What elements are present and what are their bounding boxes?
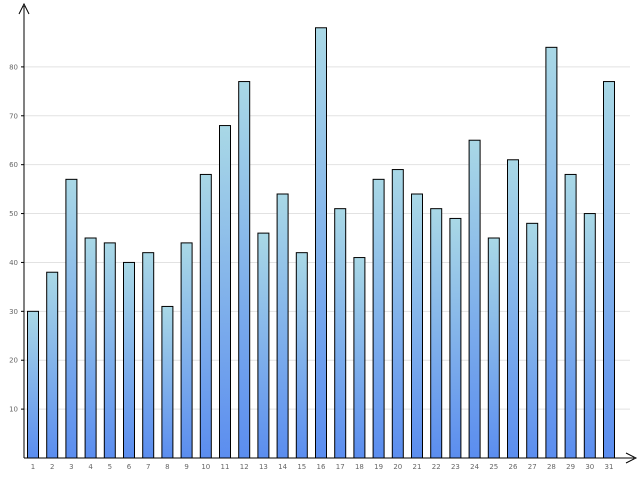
y-tick-labels: 10 20 30 40 50 60 70 80 bbox=[9, 63, 18, 413]
x-tick-label-12: 12 bbox=[240, 463, 249, 471]
x-tick-label-24: 24 bbox=[470, 463, 479, 471]
bar-13 bbox=[257, 232, 270, 459]
x-tick-label-6: 6 bbox=[127, 463, 132, 471]
x-tick-label-1: 1 bbox=[31, 463, 35, 471]
y-axis-arrow-icon bbox=[18, 2, 30, 15]
bar-31 bbox=[603, 81, 615, 459]
x-tick-label-20: 20 bbox=[393, 463, 402, 471]
x-tick-label-15: 15 bbox=[297, 463, 306, 471]
x-tick-labels: 1 2 3 4 5 6 7 8 9 10 11 12 13 14 15 16 17 18 19 20 21 22 23 24 2… bbox=[31, 463, 614, 471]
x-tick-label-3: 3 bbox=[69, 463, 73, 471]
y-tick-label-80: 80 bbox=[9, 63, 18, 71]
x-tick-label-30: 30 bbox=[585, 463, 594, 471]
bar-9 bbox=[180, 242, 193, 459]
x-tick-label-18: 18 bbox=[355, 463, 364, 471]
bar-18 bbox=[353, 257, 366, 459]
x-tick-label-10: 10 bbox=[201, 463, 210, 471]
bars bbox=[27, 27, 615, 459]
x-tick-label-9: 9 bbox=[184, 463, 188, 471]
x-tick-label-31: 31 bbox=[605, 463, 614, 471]
bar-19 bbox=[372, 178, 385, 459]
bar-5 bbox=[103, 242, 116, 459]
bar-23 bbox=[449, 217, 462, 459]
x-tick-label-23: 23 bbox=[451, 463, 460, 471]
bar-7 bbox=[142, 252, 155, 459]
bar-2 bbox=[46, 271, 59, 459]
bar-26 bbox=[507, 159, 519, 459]
y-tick-label-30: 30 bbox=[9, 308, 18, 316]
x-tick-label-7: 7 bbox=[146, 463, 150, 471]
bar-10 bbox=[199, 173, 212, 459]
x-tick-label-16: 16 bbox=[317, 463, 326, 471]
axes bbox=[18, 2, 638, 464]
bar-21 bbox=[411, 193, 423, 459]
x-tick-label-22: 22 bbox=[432, 463, 441, 471]
x-tick-label-2: 2 bbox=[50, 463, 54, 471]
y-tick-label-50: 50 bbox=[9, 210, 18, 218]
bar-16 bbox=[315, 27, 327, 459]
bar-15 bbox=[295, 252, 308, 459]
x-tick-label-26: 26 bbox=[509, 463, 518, 471]
bar-28 bbox=[545, 46, 558, 459]
bar-24 bbox=[468, 139, 481, 459]
x-axis-arrow-icon bbox=[625, 452, 638, 464]
x-tick-label-5: 5 bbox=[108, 463, 112, 471]
y-tick-label-10: 10 bbox=[9, 406, 18, 414]
x-tick-label-14: 14 bbox=[278, 463, 287, 471]
bar-8 bbox=[161, 305, 174, 459]
bar-17 bbox=[334, 208, 347, 459]
x-tick-label-11: 11 bbox=[221, 463, 230, 471]
bar-14 bbox=[276, 193, 289, 459]
bar-11 bbox=[219, 125, 231, 459]
y-tick-label-40: 40 bbox=[9, 259, 18, 267]
x-tick-label-13: 13 bbox=[259, 463, 268, 471]
bar-25 bbox=[487, 237, 500, 459]
x-tick-label-8: 8 bbox=[165, 463, 169, 471]
bar-4 bbox=[84, 237, 97, 459]
bar-20 bbox=[391, 169, 404, 459]
y-tick-label-20: 20 bbox=[9, 357, 18, 365]
x-tick-label-28: 28 bbox=[547, 463, 556, 471]
bar-27 bbox=[526, 222, 539, 459]
bar-3 bbox=[65, 178, 78, 459]
bar-1 bbox=[27, 310, 39, 459]
bar-12 bbox=[238, 81, 251, 459]
x-tick-label-21: 21 bbox=[413, 463, 422, 471]
x-tick-label-25: 25 bbox=[489, 463, 498, 471]
bar-6 bbox=[123, 261, 135, 459]
x-tick-label-27: 27 bbox=[528, 463, 537, 471]
x-tick-label-19: 19 bbox=[374, 463, 383, 471]
x-tick-label-29: 29 bbox=[566, 463, 575, 471]
bar-30 bbox=[583, 213, 596, 459]
x-tick-label-17: 17 bbox=[336, 463, 345, 471]
bar-22 bbox=[430, 208, 443, 459]
bar-29 bbox=[564, 173, 577, 459]
y-tick-label-70: 70 bbox=[9, 112, 18, 120]
y-tick-label-60: 60 bbox=[9, 161, 18, 169]
x-tick-label-4: 4 bbox=[88, 463, 93, 471]
